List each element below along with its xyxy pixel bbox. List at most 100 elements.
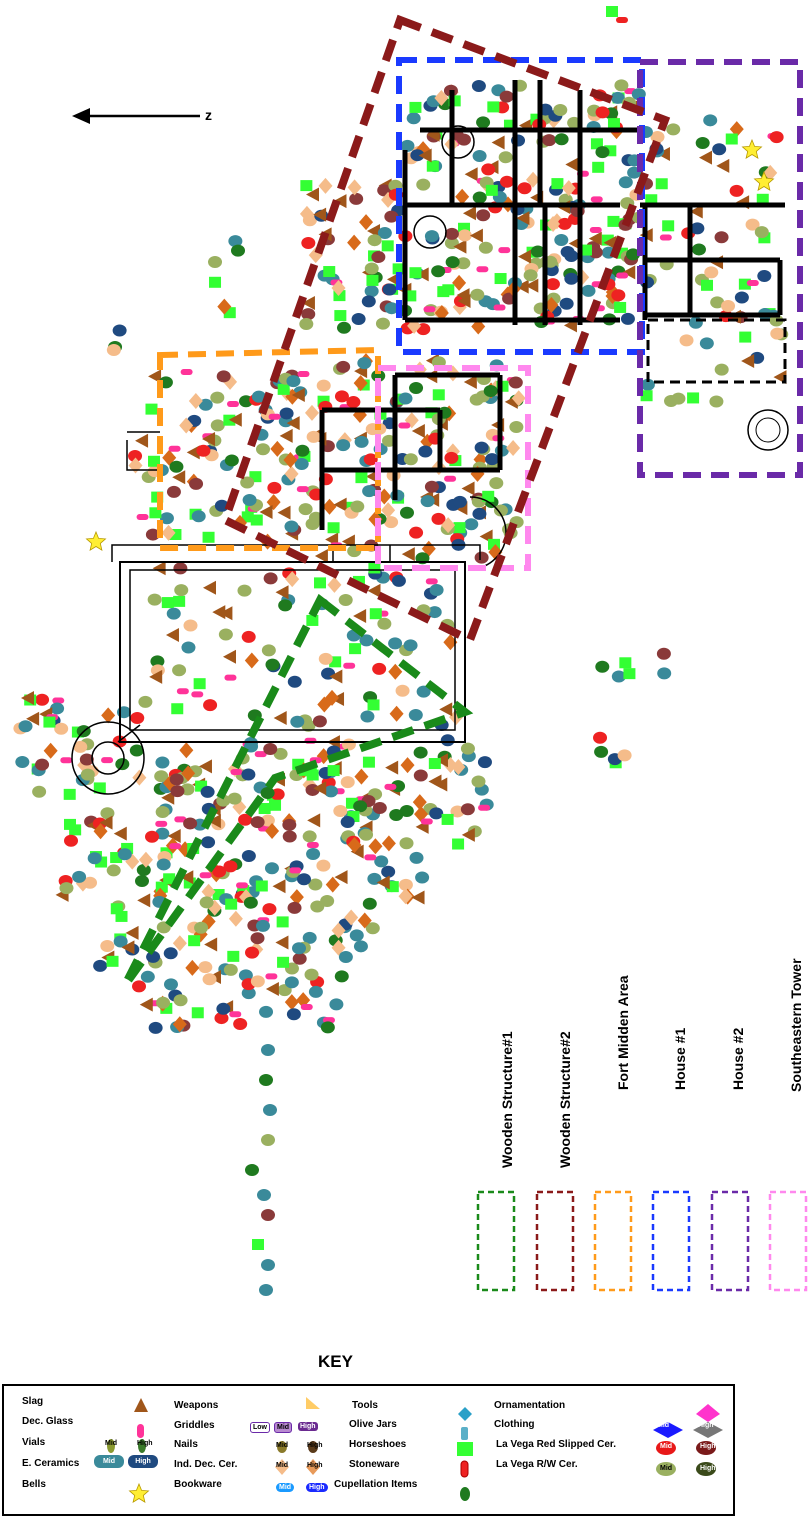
artifact-marker [411,423,425,438]
artifact-marker [351,312,366,325]
ind-high-icon [306,1459,320,1475]
artifact-marker [441,517,456,534]
artifact-marker [381,434,396,447]
artifact-marker [63,818,76,830]
artifact-marker [191,1007,204,1019]
artifact-marker [359,828,374,841]
artifact-marker [448,95,461,107]
artifact-marker [266,494,281,511]
artifact-marker [168,445,181,452]
artifact-marker [579,244,592,256]
artifact-marker [347,837,362,854]
artifact-marker [469,228,483,243]
artifact-marker [292,758,305,770]
bells-star-icon [741,138,763,159]
artifact-marker [100,807,115,820]
artifact-marker [83,876,98,889]
artifact-marker [227,792,242,805]
artifact-marker [223,307,236,319]
artifact-marker [172,470,186,485]
artifact-marker [331,280,346,297]
artifact-marker [716,158,730,173]
artifact-marker [334,310,347,322]
artifact-marker [54,722,69,735]
artifact-marker [545,278,560,291]
artifact-marker [296,873,311,886]
artifact-marker [314,577,327,589]
artifact-marker [236,882,249,889]
artifact-marker [758,232,771,244]
legend-swatch [476,1190,516,1292]
artifact-marker [403,639,418,652]
artifact-marker [656,647,671,660]
legend-label-ws1: Wooden Structure#1 [499,1031,515,1168]
west-tower [71,721,145,795]
artifact-marker [243,896,258,909]
nails-high: High [307,1442,323,1449]
artifact-marker [268,413,281,420]
artifact-marker [368,562,381,574]
artifact-marker [238,813,253,826]
legend-swatch [768,1190,808,1292]
artifact-marker [441,813,454,825]
artifact-marker [327,522,340,534]
artifact-marker [265,981,279,996]
ornamentation-icon [458,1407,472,1421]
artifact-marker [385,760,399,775]
artifact-marker [113,826,127,841]
artifact-marker [316,859,331,872]
artifact-marker [259,1074,273,1086]
key-icons [107,1397,723,1503]
artifact-marker [106,864,121,877]
artifact-marker [604,145,617,157]
artifact-marker [228,412,242,427]
artifact-marker [415,267,429,282]
artifact-marker [350,500,365,513]
artifact-marker [409,382,424,395]
artifact-marker [140,970,155,983]
artifact-marker [203,580,217,595]
artifact-marker [368,838,383,855]
artifact-marker [259,505,273,520]
artifact-marker [485,184,498,196]
house1-walls [402,80,640,325]
artifact-marker [302,931,317,944]
artifact-marker [476,266,489,273]
artifact-marker [52,697,65,704]
fort-midden-boundary [157,346,381,551]
structure-outlines [71,80,789,795]
key-horseshoes: Horseshoes [349,1439,407,1450]
artifact-marker [278,599,293,612]
fort-outer-wall [119,561,466,743]
artifact-marker [301,296,315,311]
artifact-marker [155,756,170,769]
artifact-marker [292,952,307,965]
artifact-marker [173,595,186,607]
artifact-marker [241,987,256,1000]
artifact-marker [136,864,151,877]
artifact-marker [679,334,694,347]
artifact-marker [149,507,162,519]
artifact-marker [472,191,487,204]
artifact-marker [313,207,327,222]
artifact-marker [172,1016,187,1033]
artifact-marker [384,302,399,315]
artifact-marker [263,1104,277,1116]
artifact-marker [284,976,299,989]
legend-label-midden: Fort Midden Area [615,975,631,1090]
artifact-marker [334,390,349,403]
artifact-marker [15,756,30,769]
artifact-marker [43,742,58,759]
artifact-marker [354,768,369,785]
artifact-marker [224,454,239,467]
artifact-marker [50,702,65,715]
artifact-marker [270,440,285,457]
artifact-marker [202,432,216,447]
artifact-marker [301,308,316,321]
artifact-marker [129,744,144,757]
artifact-marker [333,194,347,209]
artifact-marker [282,830,297,843]
artifact-marker [170,785,185,798]
artifact-marker [603,235,617,250]
artifact-marker [265,822,280,839]
